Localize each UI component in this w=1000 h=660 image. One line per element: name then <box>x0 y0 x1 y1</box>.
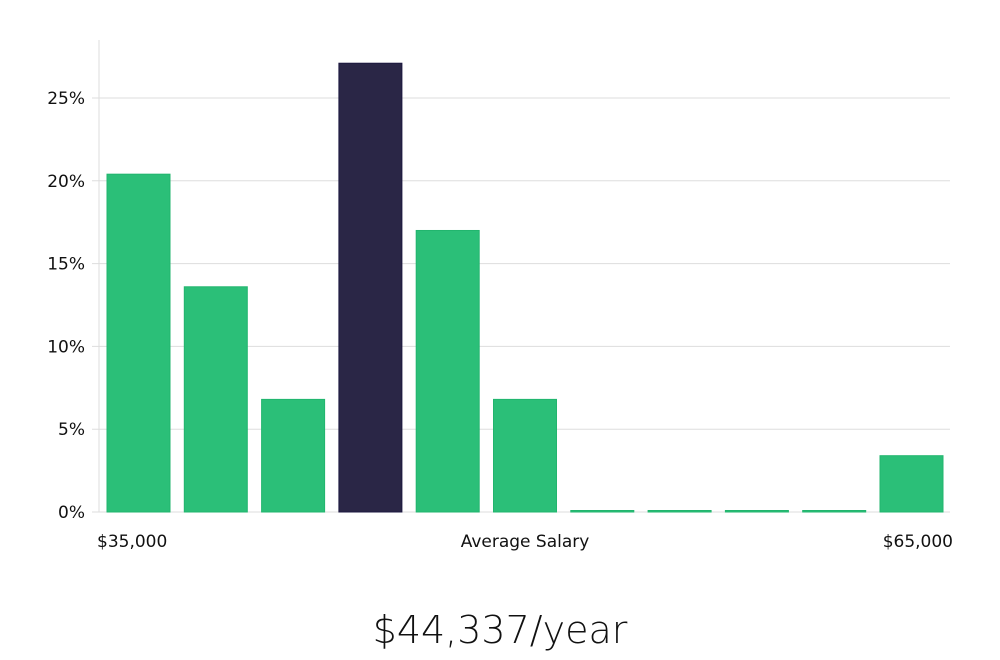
y-tick-label: 15% <box>47 255 85 275</box>
bar-highlighted <box>338 62 403 513</box>
bar <box>493 398 557 513</box>
x-max-label: $65,000 <box>883 532 953 552</box>
y-tick-label: 10% <box>47 337 85 357</box>
bar <box>802 510 867 513</box>
bar <box>106 173 171 513</box>
y-tick-label: 25% <box>47 89 85 109</box>
average-salary-value: $44,337/year <box>372 608 628 652</box>
y-tick-label: 5% <box>58 420 85 440</box>
bar <box>415 229 480 513</box>
bar <box>724 510 789 513</box>
bar <box>183 286 248 513</box>
y-tick-label: 0% <box>58 503 85 523</box>
bar <box>570 510 635 513</box>
bars <box>106 62 944 513</box>
x-min-label: $35,000 <box>97 532 167 552</box>
x-axis-title: Average Salary <box>461 532 590 552</box>
bar <box>647 510 712 513</box>
bar <box>879 455 944 513</box>
y-tick-label: 20% <box>47 172 85 192</box>
bar <box>261 398 326 513</box>
salary-histogram: 0%5%10%15%20%25% $35,000 Average Salary … <box>47 40 953 552</box>
